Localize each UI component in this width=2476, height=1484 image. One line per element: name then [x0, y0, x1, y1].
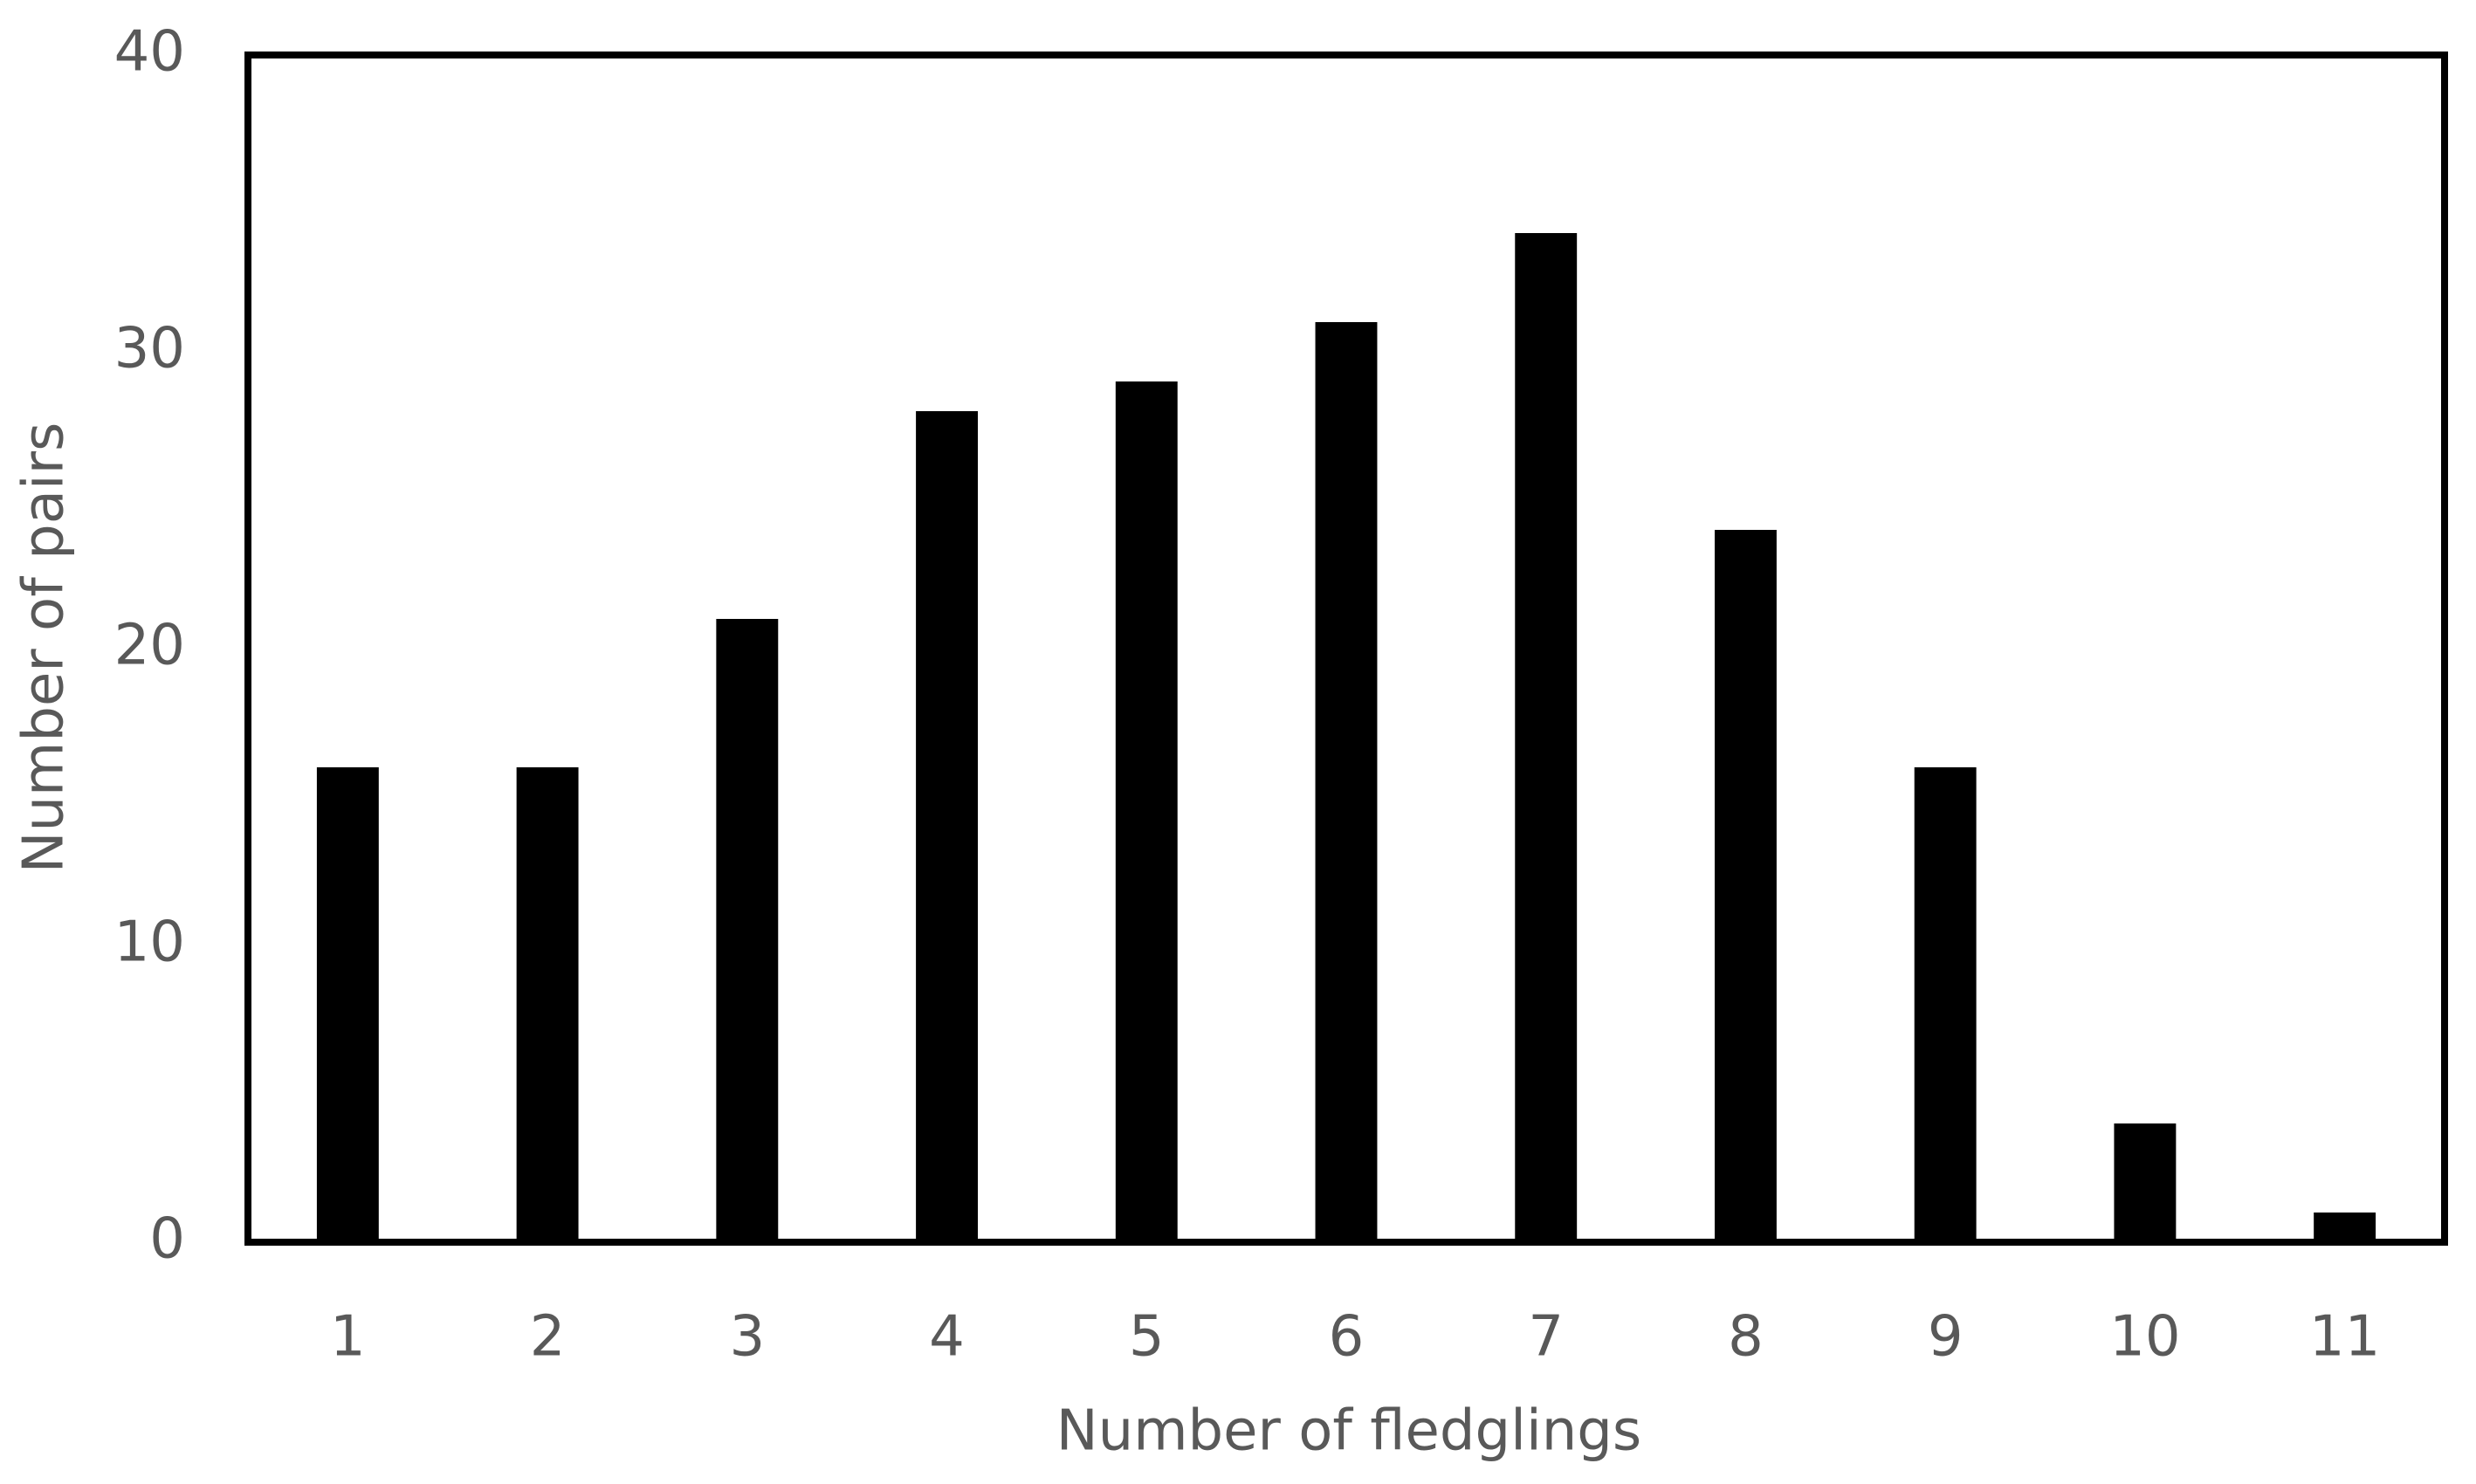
x-tick-label: 3 [729, 1305, 765, 1370]
bar [516, 767, 579, 1242]
bar [1715, 530, 1777, 1242]
x-tick-label: 4 [929, 1305, 965, 1370]
y-tick-label: 10 [114, 910, 185, 975]
bar [1515, 233, 1578, 1242]
y-tick-label: 20 [114, 614, 185, 678]
plot-frame [244, 52, 2448, 1246]
y-tick-label: 40 [114, 20, 185, 85]
bar [716, 619, 779, 1242]
bar [2314, 1213, 2376, 1242]
x-tick-label: 7 [1528, 1305, 1564, 1370]
x-tick-label: 10 [2109, 1305, 2180, 1370]
x-tick-label: 8 [1728, 1305, 1764, 1370]
bar [1315, 322, 1378, 1242]
x-axis-title: Number of fledglings [1056, 1399, 1642, 1464]
bar [916, 411, 978, 1242]
x-tick-label: 9 [1928, 1305, 1964, 1370]
bar [316, 767, 379, 1242]
x-tick-label: 2 [530, 1305, 566, 1370]
y-tick-label: 0 [149, 1207, 185, 1272]
bar [1115, 381, 1178, 1242]
x-tick-label: 6 [1329, 1305, 1365, 1370]
bar [2114, 1123, 2177, 1242]
x-tick-label: 5 [1129, 1305, 1165, 1370]
bar [1914, 767, 1977, 1242]
y-tick-label: 30 [114, 317, 185, 381]
x-tick-label: 1 [330, 1305, 366, 1370]
x-tick-label: 11 [2309, 1305, 2380, 1370]
y-axis-title: Number of pairs [12, 423, 77, 874]
